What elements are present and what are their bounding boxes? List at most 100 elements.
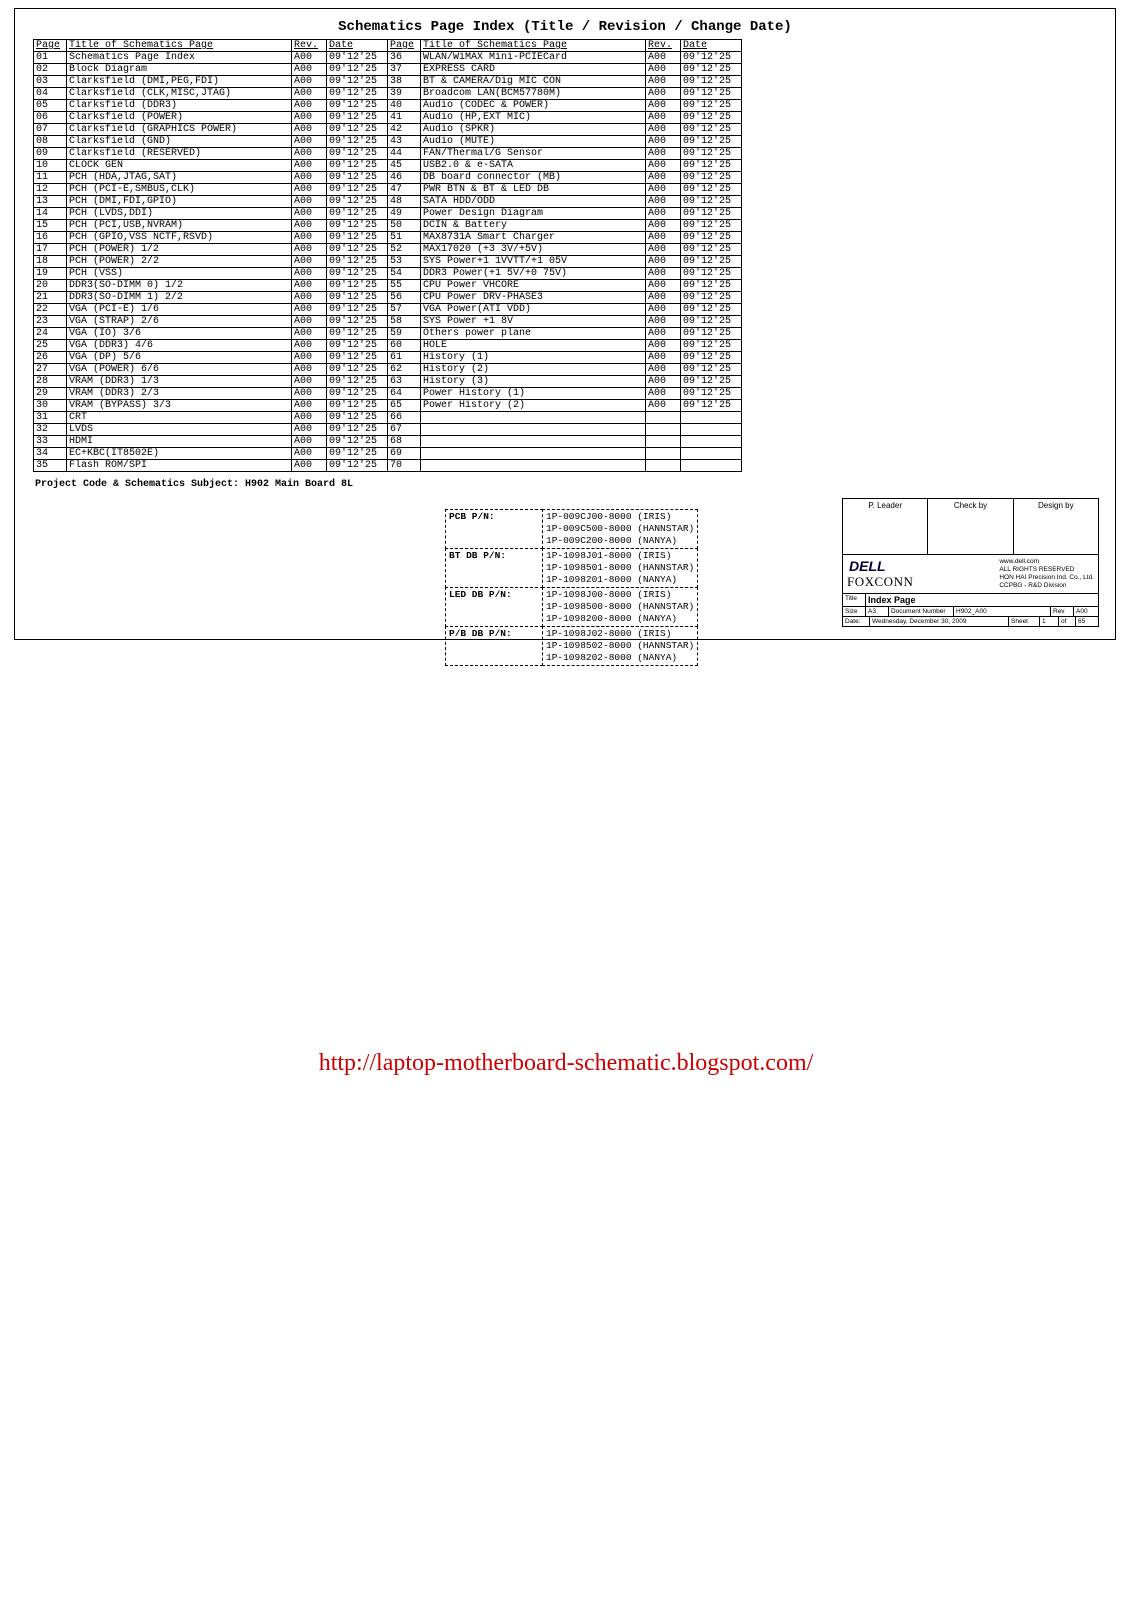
col-title2: Title of Schematics Page [421,40,646,52]
table-cell: 53 [388,256,421,268]
table-cell: 70 [388,460,421,472]
table-cell: 57 [388,304,421,316]
dell-logo: DELL [843,558,995,574]
table-cell: 01 [34,52,67,64]
table-cell: Clarksfield (POWER) [67,112,292,124]
table-cell [646,460,681,472]
table-cell: 37 [388,64,421,76]
table-cell: A00 [292,268,327,280]
table-cell: Power Design Diagram [421,208,646,220]
table-cell: A00 [646,100,681,112]
table-cell: 09'12'25 [327,52,388,64]
foxconn-logo: FOXCONN [843,574,995,590]
tb-of-label: of [1059,617,1076,626]
table-cell: DDR3(SO-DIMM 1) 2/2 [67,292,292,304]
table-cell: A00 [646,196,681,208]
tb-sheet-label: Sheet [1009,617,1040,626]
table-cell: A00 [292,364,327,376]
table-cell: 09'12'25 [681,172,742,184]
table-row: 28VRAM (DDR3) 1/3A0009'12'2563History (3… [34,376,742,388]
table-cell: VRAM (DDR3) 1/3 [67,376,292,388]
table-cell: 09'12'25 [327,460,388,472]
table-row: 13PCH (DMI,FDI,GPIO)A0009'12'2548SATA HD… [34,196,742,208]
table-row: 01Schematics Page IndexA0009'12'2536WLAN… [34,52,742,64]
table-cell: 61 [388,352,421,364]
tb-checkby: Check by [928,499,1013,554]
table-cell: Audio (MUTE) [421,136,646,148]
pn-label: PCB P/N: [445,509,543,549]
table-cell: A00 [292,220,327,232]
table-cell: HDMI [67,436,292,448]
table-row: 06Clarksfield (POWER)A0009'12'2541Audio … [34,112,742,124]
table-cell: A00 [292,100,327,112]
pn-row: P/B DB P/N:1P-1098J02-8000 (IRIS) 1P-109… [445,626,698,665]
table-cell: A00 [646,88,681,100]
table-cell: LVDS [67,424,292,436]
table-cell: A00 [292,376,327,388]
table-cell: 25 [34,340,67,352]
table-cell: Clarksfield (GND) [67,136,292,148]
table-header-row: Page Title of Schematics Page Rev. Date … [34,40,742,52]
table-cell: 09'12'25 [327,340,388,352]
table-cell: 09'12'25 [681,328,742,340]
table-cell: A00 [646,160,681,172]
table-row: 15PCH (PCI,USB,NVRAM)A0009'12'2550DCIN &… [34,220,742,232]
table-cell: 29 [34,388,67,400]
col-page: Page [34,40,67,52]
table-cell: VGA (DP) 5/6 [67,352,292,364]
table-cell: A00 [292,352,327,364]
table-row: 22VGA (PCI-E) 1/6A0009'12'2557VGA Power(… [34,304,742,316]
table-cell: 09'12'25 [327,328,388,340]
pn-label: BT DB P/N: [445,548,543,588]
table-cell: 17 [34,244,67,256]
header-title: Schematics Page Index (Title / Revision … [15,19,1115,35]
table-row: 04Clarksfield (CLK,MISC,JTAG)A0009'12'25… [34,88,742,100]
pn-row: PCB P/N:1P-009CJ00-8000 (IRIS) 1P-009C50… [445,509,698,548]
table-cell: A00 [292,124,327,136]
schematic-frame: Schematics Page Index (Title / Revision … [14,8,1116,640]
table-row: 08Clarksfield (GND)A0009'12'2543Audio (M… [34,136,742,148]
table-cell: 62 [388,364,421,376]
table-cell: A00 [646,400,681,412]
table-cell: A00 [646,340,681,352]
table-cell: 35 [34,460,67,472]
table-cell: A00 [646,124,681,136]
table-cell: A00 [646,208,681,220]
table-cell [646,412,681,424]
table-cell: CLOCK GEN [67,160,292,172]
table-cell: CPU Power VHCORE [421,280,646,292]
table-cell: 13 [34,196,67,208]
table-cell: 52 [388,244,421,256]
table-cell: 15 [34,220,67,232]
table-cell: 49 [388,208,421,220]
table-row: 33HDMIA0009'12'2568 [34,436,742,448]
table-cell: A00 [292,412,327,424]
table-cell: A00 [646,292,681,304]
table-cell [646,448,681,460]
table-row: 35Flash ROM/SPIA0009'12'2570 [34,460,742,472]
table-cell: 24 [34,328,67,340]
tb-date-value: Wednesday, December 30, 2009 [870,617,1009,626]
table-cell: 58 [388,316,421,328]
table-row: 29VRAM (DDR3) 2/3A0009'12'2564Power Hist… [34,388,742,400]
table-cell: 09'12'25 [681,388,742,400]
table-cell [421,412,646,424]
tb-size-label: Size [843,607,866,616]
table-row: 24VGA (IO) 3/6A0009'12'2559Others power … [34,328,742,340]
pn-row: BT DB P/N:1P-1098J01-8000 (IRIS) 1P-1098… [445,548,698,587]
table-cell: 09'12'25 [681,220,742,232]
table-cell: Clarksfield (DDR3) [67,100,292,112]
col-rev: Rev. [292,40,327,52]
table-cell: 56 [388,292,421,304]
index-table: Page Title of Schematics Page Rev. Date … [33,39,742,472]
table-cell: EC+KBC(IT8502E) [67,448,292,460]
table-cell [646,424,681,436]
table-row: 09Clarksfield (RESERVED)A0009'12'2544FAN… [34,148,742,160]
table-cell: 54 [388,268,421,280]
table-cell: A00 [646,328,681,340]
table-cell: MAX17020 (+3 3V/+5V) [421,244,646,256]
table-cell: VGA (IO) 3/6 [67,328,292,340]
table-cell: 05 [34,100,67,112]
table-cell: A00 [646,136,681,148]
tb-of-value: 65 [1076,617,1098,626]
